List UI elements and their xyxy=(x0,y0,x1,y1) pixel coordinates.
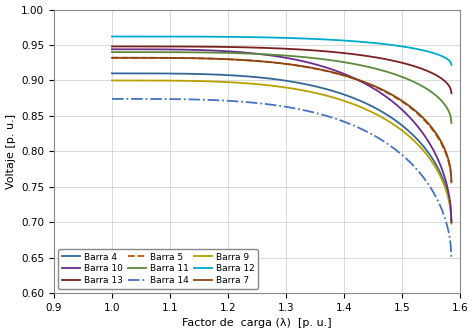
Barra 10 xyxy=(440,171,446,175)
Barra 13 xyxy=(270,46,276,50)
Barra 14 xyxy=(440,211,446,215)
Barra 14 xyxy=(270,103,276,107)
Barra 12 xyxy=(109,34,115,38)
Barra 12 xyxy=(293,36,299,40)
Barra 7 xyxy=(440,144,446,148)
Barra 4 xyxy=(311,84,317,88)
Barra 9 xyxy=(440,181,446,185)
Barra 7 xyxy=(270,60,276,64)
Barra 7 xyxy=(293,63,299,67)
Barra 11 xyxy=(448,121,454,125)
Barra 5 xyxy=(311,66,317,70)
Barra 14 xyxy=(387,144,393,148)
Barra 14 xyxy=(311,111,317,115)
Line: Barra 10: Barra 10 xyxy=(112,49,451,222)
Barra 13 xyxy=(109,44,115,48)
Barra 5 xyxy=(270,60,276,64)
Barra 13 xyxy=(387,58,393,62)
Barra 12 xyxy=(273,36,278,40)
Barra 4 xyxy=(387,115,393,119)
Barra 14 xyxy=(273,103,278,107)
Barra 9 xyxy=(293,87,299,91)
Barra 11 xyxy=(109,50,115,54)
Barra 9 xyxy=(109,78,115,82)
Barra 11 xyxy=(270,53,276,57)
Barra 4 xyxy=(293,80,299,84)
Barra 11 xyxy=(293,54,299,58)
Y-axis label: Voltaje [p. u.]: Voltaje [p. u.] xyxy=(6,114,16,189)
Barra 7 xyxy=(273,60,278,64)
Barra 5 xyxy=(440,145,446,149)
Barra 9 xyxy=(448,222,454,226)
Barra 10 xyxy=(109,47,115,51)
Barra 4 xyxy=(273,77,278,81)
Barra 4 xyxy=(448,220,454,224)
Barra 5 xyxy=(448,181,454,185)
Barra 11 xyxy=(311,56,317,60)
Barra 10 xyxy=(387,98,393,102)
Barra 12 xyxy=(387,43,393,47)
Barra 10 xyxy=(293,58,299,62)
Barra 10 xyxy=(273,54,278,58)
Barra 7 xyxy=(109,56,115,60)
Barra 11 xyxy=(440,101,446,105)
Barra 4 xyxy=(440,178,446,182)
Barra 5 xyxy=(273,61,278,65)
Line: Barra 5: Barra 5 xyxy=(112,58,451,183)
Barra 7 xyxy=(448,179,454,183)
Barra 9 xyxy=(270,84,276,88)
Line: Barra 4: Barra 4 xyxy=(112,73,451,222)
Line: Barra 9: Barra 9 xyxy=(112,80,451,224)
X-axis label: Factor de  carga (λ)  [p. u.]: Factor de carga (λ) [p. u.] xyxy=(182,318,332,328)
Barra 10 xyxy=(270,54,276,58)
Barra 12 xyxy=(311,37,317,41)
Barra 14 xyxy=(109,97,115,101)
Barra 12 xyxy=(440,55,446,59)
Barra 13 xyxy=(293,47,299,51)
Barra 5 xyxy=(109,56,115,60)
Barra 10 xyxy=(311,62,317,66)
Barra 7 xyxy=(311,66,317,70)
Legend: Barra 4, Barra 10, Barra 13, Barra 5, Barra 11, Barra 14, Barra 9, Barra 12, Bar: Barra 4, Barra 10, Barra 13, Barra 5, Ba… xyxy=(58,249,258,289)
Barra 4 xyxy=(109,71,115,75)
Barra 9 xyxy=(311,91,317,95)
Barra 12 xyxy=(448,63,454,67)
Line: Barra 11: Barra 11 xyxy=(112,52,451,123)
Barra 12 xyxy=(270,35,276,39)
Line: Barra 12: Barra 12 xyxy=(112,36,451,65)
Line: Barra 14: Barra 14 xyxy=(112,99,451,259)
Barra 13 xyxy=(448,91,454,95)
Barra 11 xyxy=(273,53,278,57)
Barra 13 xyxy=(311,48,317,52)
Barra 14 xyxy=(448,257,454,261)
Barra 14 xyxy=(293,107,299,111)
Line: Barra 13: Barra 13 xyxy=(112,46,451,93)
Barra 5 xyxy=(387,93,393,97)
Barra 10 xyxy=(448,220,454,224)
Line: Barra 7: Barra 7 xyxy=(112,58,451,181)
Barra 7 xyxy=(387,92,393,96)
Barra 5 xyxy=(293,63,299,67)
Barra 13 xyxy=(273,46,278,50)
Barra 4 xyxy=(270,77,276,81)
Barra 9 xyxy=(387,120,393,124)
Barra 13 xyxy=(440,78,446,82)
Barra 11 xyxy=(387,71,393,75)
Barra 9 xyxy=(273,84,278,88)
